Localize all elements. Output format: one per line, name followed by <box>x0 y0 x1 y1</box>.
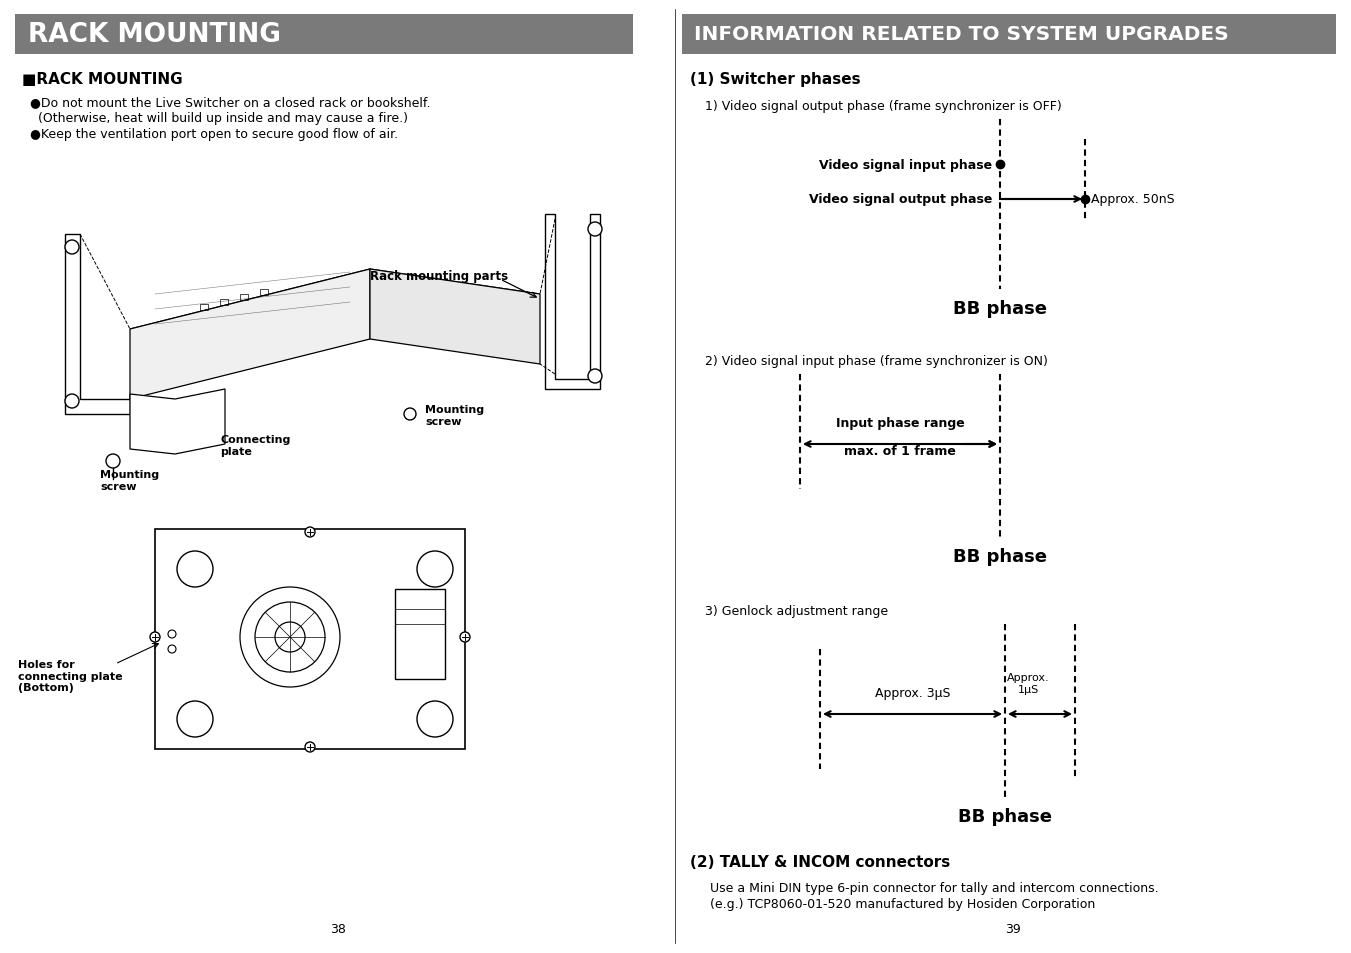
Bar <box>15 15 634 55</box>
Text: Approx. 50nS: Approx. 50nS <box>1092 193 1174 206</box>
Polygon shape <box>130 270 540 355</box>
Text: (e.g.) TCP8060-01-520 manufactured by Hosiden Corporation: (e.g.) TCP8060-01-520 manufactured by Ho… <box>711 897 1096 910</box>
Text: INFORMATION RELATED TO SYSTEM UPGRADES: INFORMATION RELATED TO SYSTEM UPGRADES <box>694 26 1229 45</box>
Circle shape <box>105 455 120 469</box>
Text: ●Do not mount the Live Switcher on a closed rack or bookshelf.: ●Do not mount the Live Switcher on a clo… <box>30 96 431 109</box>
Circle shape <box>168 630 176 639</box>
Text: Video signal output phase: Video signal output phase <box>809 193 992 206</box>
Circle shape <box>177 701 213 738</box>
Circle shape <box>65 395 78 409</box>
Text: max. of 1 frame: max. of 1 frame <box>844 444 957 457</box>
Text: Mounting
screw: Mounting screw <box>100 470 159 491</box>
Polygon shape <box>65 234 130 415</box>
Bar <box>240 294 249 301</box>
Circle shape <box>417 552 453 587</box>
Text: BB phase: BB phase <box>958 807 1052 825</box>
Polygon shape <box>130 390 226 455</box>
Circle shape <box>150 633 159 642</box>
Bar <box>200 305 208 311</box>
Text: Mounting
screw: Mounting screw <box>426 405 484 426</box>
Circle shape <box>65 241 78 254</box>
Circle shape <box>417 701 453 738</box>
Circle shape <box>588 370 603 384</box>
Text: (2) TALLY & INCOM connectors: (2) TALLY & INCOM connectors <box>690 854 950 869</box>
Bar <box>394 589 444 679</box>
Text: Use a Mini DIN type 6-pin connector for tally and intercom connections.: Use a Mini DIN type 6-pin connector for … <box>711 882 1159 894</box>
Text: Input phase range: Input phase range <box>836 416 965 430</box>
Text: ■RACK MOUNTING: ■RACK MOUNTING <box>22 71 182 87</box>
Circle shape <box>404 409 416 420</box>
Polygon shape <box>130 270 370 399</box>
Text: Approx.
1μS: Approx. 1μS <box>1006 673 1050 695</box>
Circle shape <box>305 527 315 537</box>
Circle shape <box>168 645 176 654</box>
Text: BB phase: BB phase <box>952 299 1047 317</box>
Text: (Otherwise, heat will build up inside and may cause a fire.): (Otherwise, heat will build up inside an… <box>30 112 408 125</box>
Text: 39: 39 <box>1005 923 1021 936</box>
Bar <box>155 530 465 749</box>
Polygon shape <box>544 214 600 390</box>
Text: Rack mounting parts: Rack mounting parts <box>370 270 508 283</box>
Bar <box>259 290 267 295</box>
Bar <box>682 15 1336 55</box>
Text: RACK MOUNTING: RACK MOUNTING <box>28 22 281 48</box>
Circle shape <box>459 633 470 642</box>
Text: ●Keep the ventilation port open to secure good flow of air.: ●Keep the ventilation port open to secur… <box>30 128 399 141</box>
Text: 38: 38 <box>330 923 346 936</box>
Text: (1) Switcher phases: (1) Switcher phases <box>690 71 861 87</box>
Text: Connecting
plate: Connecting plate <box>220 435 290 456</box>
Text: Video signal input phase: Video signal input phase <box>819 158 992 172</box>
Text: Approx. 3μS: Approx. 3μS <box>874 686 950 700</box>
Text: BB phase: BB phase <box>952 547 1047 565</box>
Circle shape <box>588 223 603 236</box>
Text: 2) Video signal input phase (frame synchronizer is ON): 2) Video signal input phase (frame synch… <box>705 355 1048 368</box>
Text: 1) Video signal output phase (frame synchronizer is OFF): 1) Video signal output phase (frame sync… <box>705 100 1062 112</box>
Polygon shape <box>370 270 540 365</box>
Bar <box>220 299 228 306</box>
Text: 3) Genlock adjustment range: 3) Genlock adjustment range <box>705 604 888 618</box>
Circle shape <box>305 742 315 752</box>
Circle shape <box>177 552 213 587</box>
Text: Holes for
connecting plate
(Bottom): Holes for connecting plate (Bottom) <box>18 659 123 693</box>
